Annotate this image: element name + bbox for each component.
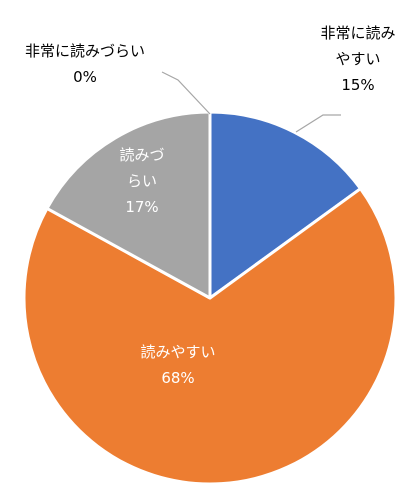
slice-very-easy-leader-line	[295, 114, 341, 133]
slice-hard	[45, 110, 212, 300]
slice-very-easy	[208, 110, 362, 300]
pie-slices	[22, 110, 398, 486]
slice-very-easy-label: 非常に読みやすい 15%	[320, 24, 395, 94]
slice-easy	[22, 187, 398, 486]
leader-lines	[161, 71, 341, 133]
slice-hard-label: 読みづらい 17%	[119, 146, 164, 216]
slice-labels: 非常に読みやすい 15% 読みやすい 68% 読みづらい 17% 非常に読みづらい 0%	[25, 24, 396, 387]
slice-very-hard-leader-line	[161, 71, 211, 115]
slice-easy-label: 読みやすい 68%	[140, 343, 215, 387]
slice-very-hard-label: 非常に読みづらい 0%	[25, 42, 145, 86]
